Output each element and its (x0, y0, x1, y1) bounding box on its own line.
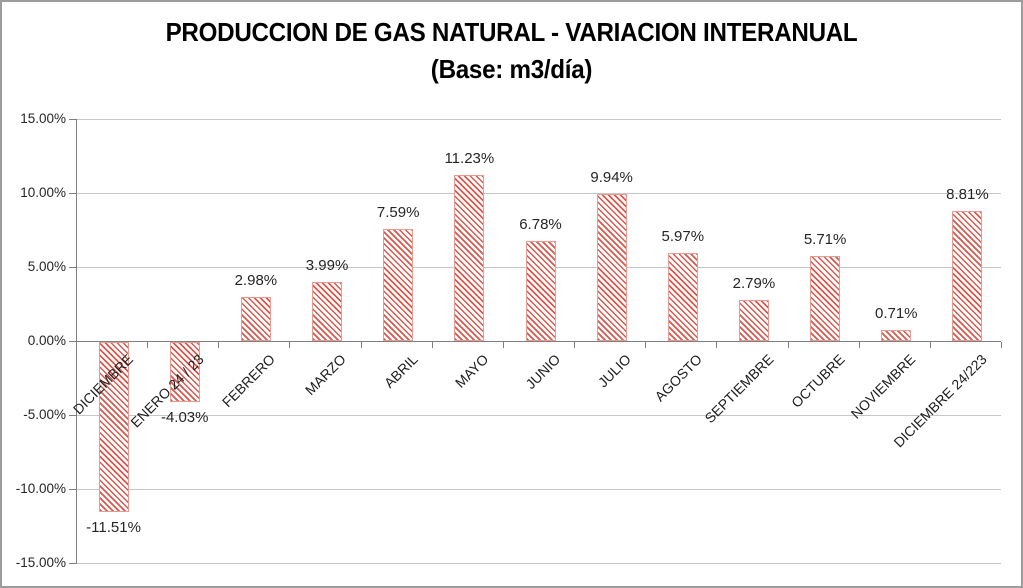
x-axis-tick (645, 342, 647, 348)
y-axis-tick-label: 0.00% (27, 333, 66, 348)
x-axis-line (76, 341, 1001, 342)
bar-value-label: 6.78% (519, 215, 562, 233)
category-label: MARZO (302, 351, 350, 399)
y-axis-tick (69, 489, 77, 490)
gridline (76, 563, 1001, 564)
y-axis-tick-label: -10.00% (15, 481, 66, 496)
bar (952, 210, 983, 341)
bar-value-label: -11.51% (86, 519, 141, 537)
x-axis-tick (1001, 342, 1002, 348)
bar (881, 330, 912, 341)
category-label: AGOSTO (651, 351, 706, 405)
chart-subtitle: (Base: m3/día) (430, 54, 593, 84)
bar-value-label: 5.71% (803, 231, 847, 249)
bar-value-label: 2.98% (234, 271, 278, 289)
y-axis-tick-label: 15.00% (20, 111, 66, 126)
bar (98, 342, 129, 513)
bar (667, 252, 698, 341)
chart-title-block: PRODUCCION DE GAS NATURAL - VARIACION IN… (2, 14, 1021, 88)
y-axis-tick (69, 193, 77, 194)
bar-value-label: 0.71% (874, 305, 918, 323)
x-axis-tick (289, 342, 291, 348)
bar (383, 228, 414, 341)
x-axis-tick (360, 342, 362, 348)
bar-value-label: 7.59% (376, 203, 420, 221)
category-label: MAYO (451, 351, 492, 391)
y-axis-tick (69, 267, 77, 268)
x-axis-tick (929, 342, 931, 348)
y-axis-tick-label: 10.00% (20, 185, 66, 200)
bar (596, 193, 627, 341)
gridline (76, 489, 1001, 490)
category-label: ABRIL (380, 351, 421, 391)
bar (810, 256, 841, 341)
category-label: FEBRERO (219, 351, 279, 411)
y-axis-line (76, 119, 77, 563)
x-axis-tick (76, 342, 77, 348)
bar-value-label: 2.79% (732, 274, 776, 292)
bar-value-label: 5.97% (661, 227, 705, 245)
y-axis-tick-label: -5.00% (23, 407, 66, 422)
bar (454, 174, 485, 341)
category-label: OCTUBRE (787, 351, 848, 411)
gridline (76, 415, 1001, 416)
y-axis-tick-label: -15.00% (15, 555, 66, 570)
category-label: JUNIO (521, 351, 563, 393)
x-axis-tick (716, 342, 718, 348)
y-axis-tick (69, 563, 77, 564)
x-axis-tick (858, 342, 860, 348)
bar (169, 342, 200, 402)
bar-value-label: 9.94% (590, 168, 633, 186)
x-axis-tick (218, 342, 220, 348)
x-axis-tick (147, 342, 149, 348)
bar (525, 240, 556, 341)
x-axis-tick (431, 342, 433, 348)
chart-title: PRODUCCION DE GAS NATURAL - VARIACION IN… (165, 17, 858, 47)
bar-value-label: 3.99% (305, 256, 349, 274)
gridline (76, 193, 1001, 194)
y-axis-tick-label: 5.00% (27, 259, 66, 274)
x-axis-tick (502, 342, 504, 348)
y-axis-tick (69, 341, 77, 342)
bar (240, 296, 271, 341)
x-axis-tick (574, 342, 576, 348)
y-axis-tick (69, 119, 77, 120)
bar (312, 281, 343, 341)
bar (738, 299, 769, 341)
bar-value-label: -4.03% (160, 408, 209, 426)
x-axis-tick (787, 342, 789, 348)
y-axis-tick (69, 415, 77, 416)
gridline (76, 119, 1001, 120)
category-label: JULIO (594, 351, 634, 391)
bar-value-label: 8.81% (946, 185, 989, 203)
bar-value-label: 11.23% (444, 149, 495, 167)
category-label: NOVIEMBRE (847, 351, 919, 422)
